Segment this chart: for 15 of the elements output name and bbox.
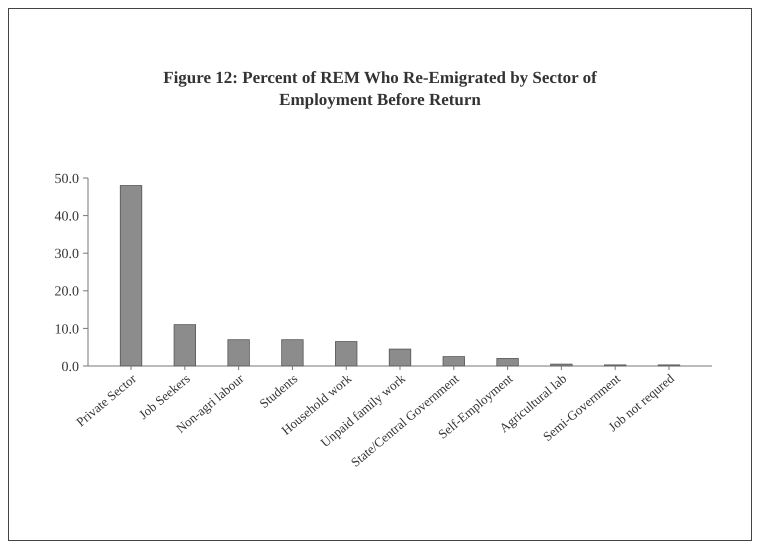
y-tick-label: 20.0	[54, 284, 79, 300]
bar	[227, 339, 250, 366]
y-tick-label: 10.0	[54, 322, 79, 338]
bar	[281, 339, 304, 366]
y-tick-label: 30.0	[54, 247, 79, 262]
y-tick-label: 50.0	[54, 172, 79, 187]
bar	[120, 185, 142, 366]
bar	[174, 324, 196, 366]
bar	[442, 356, 465, 366]
y-tick-label: 0.0	[62, 360, 79, 375]
bar	[496, 358, 519, 366]
chart-title: Figure 12: Percent of REM Who Re-Emigrated by Sector of Employment Before Return	[163, 68, 598, 109]
bar	[335, 341, 358, 366]
y-tick-label: 40.0	[54, 210, 79, 224]
bar	[388, 348, 412, 366]
